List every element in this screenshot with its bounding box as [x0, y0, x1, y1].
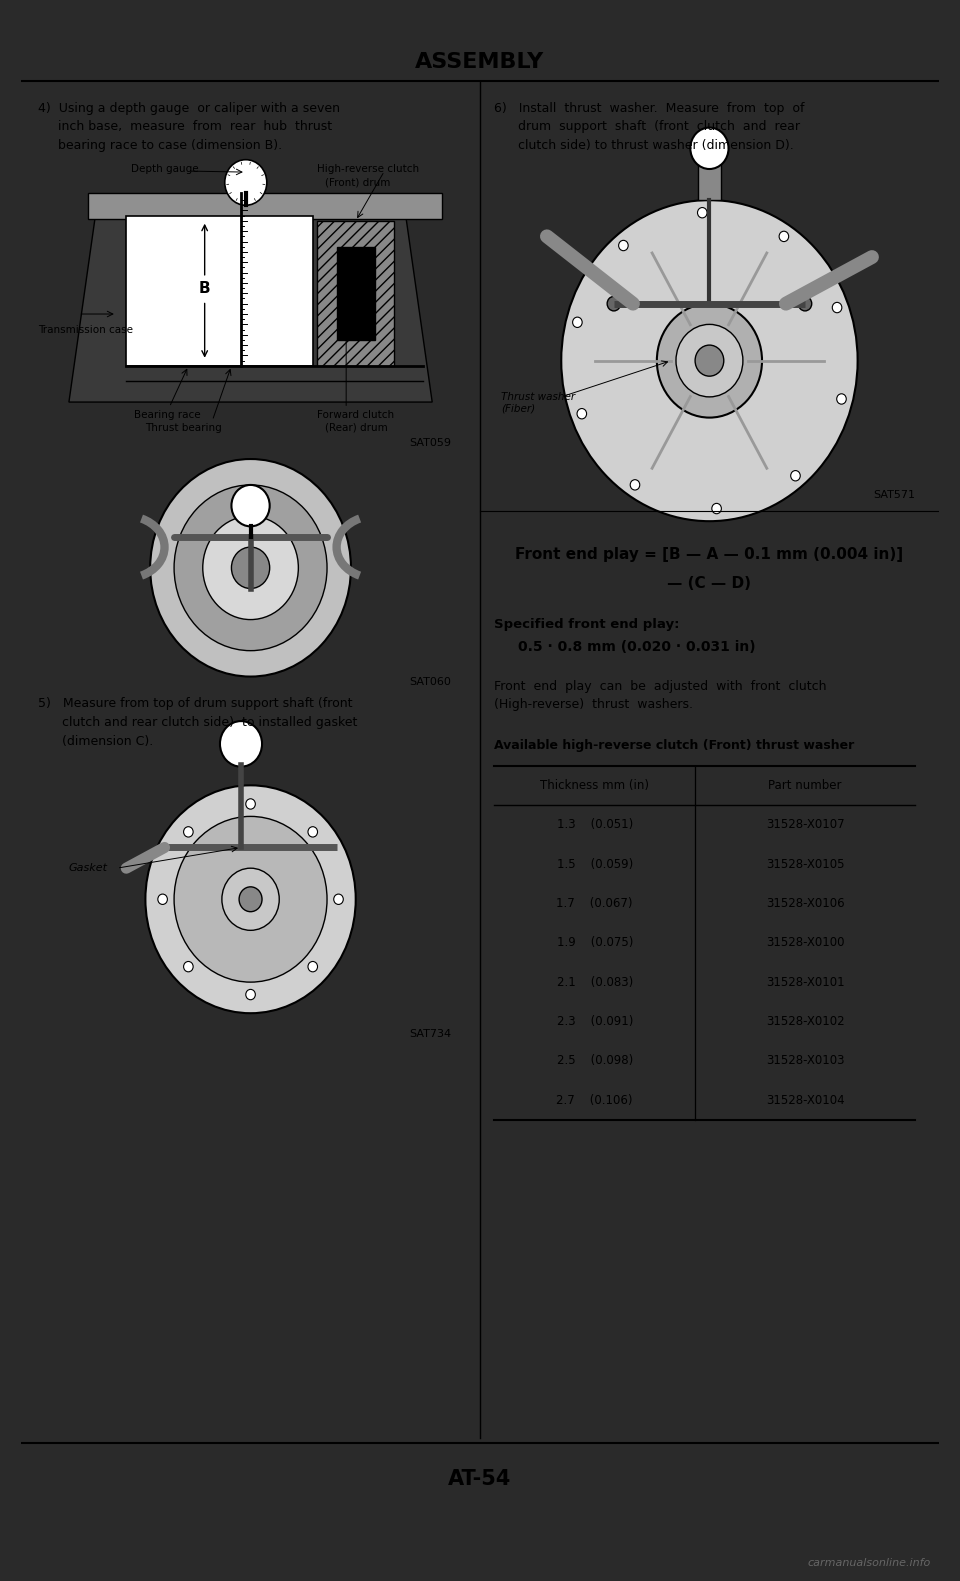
Text: 1.7    (0.067): 1.7 (0.067) [557, 896, 633, 911]
Circle shape [246, 798, 255, 809]
Circle shape [308, 961, 318, 972]
Text: carmanualsonline.info: carmanualsonline.info [808, 1559, 931, 1568]
Text: Thrust washer
(Fiber): Thrust washer (Fiber) [501, 392, 575, 413]
Text: 31528-X0107: 31528-X0107 [766, 819, 845, 832]
Polygon shape [69, 201, 432, 402]
Text: Bearing race: Bearing race [134, 411, 201, 421]
Circle shape [698, 207, 708, 218]
Text: Front  end  play  can  be  adjusted  with  front  clutch: Front end play can be adjusted with fron… [494, 680, 827, 692]
Text: (High-reverse)  thrust  washers.: (High-reverse) thrust washers. [494, 699, 693, 711]
Circle shape [832, 302, 842, 313]
Circle shape [334, 895, 344, 904]
Text: (dimension C).: (dimension C). [38, 735, 154, 748]
Text: 31528-X0101: 31528-X0101 [766, 975, 845, 988]
Circle shape [183, 827, 193, 836]
Bar [88, 193, 442, 218]
Text: Specified front end play:: Specified front end play: [494, 618, 680, 631]
Text: SAT060: SAT060 [410, 677, 451, 686]
Text: 31528-X0104: 31528-X0104 [766, 1094, 845, 1107]
Text: Depth gauge: Depth gauge [132, 164, 199, 174]
Text: 2.1    (0.083): 2.1 (0.083) [557, 975, 633, 988]
Circle shape [222, 868, 279, 930]
Text: Thrust bearing: Thrust bearing [145, 422, 222, 433]
Circle shape [174, 485, 327, 651]
Circle shape [657, 304, 762, 417]
Circle shape [308, 827, 318, 836]
Circle shape [150, 458, 351, 677]
Text: (Front) drum: (Front) drum [325, 177, 391, 187]
Circle shape [562, 201, 857, 522]
Circle shape [225, 160, 267, 206]
Text: 31528-X0106: 31528-X0106 [766, 896, 845, 911]
Bar [337, 247, 374, 340]
Circle shape [780, 231, 789, 242]
Text: Thickness mm (in): Thickness mm (in) [540, 779, 649, 792]
Text: Gasket: Gasket [69, 863, 108, 873]
Circle shape [220, 721, 262, 767]
Circle shape [157, 895, 167, 904]
Text: Forward clutch: Forward clutch [318, 411, 395, 421]
Bar [698, 164, 721, 201]
Text: 4)  Using a depth gauge  or caliper with a seven: 4) Using a depth gauge or caliper with a… [38, 101, 341, 115]
Text: Front end play = [B — A — 0.1 mm (0.004 in)]: Front end play = [B — A — 0.1 mm (0.004 … [516, 547, 903, 563]
Circle shape [183, 961, 193, 972]
Circle shape [239, 887, 262, 912]
Circle shape [630, 479, 639, 490]
Text: Transmission case: Transmission case [38, 324, 133, 335]
Circle shape [246, 990, 255, 999]
Text: 31528-X0103: 31528-X0103 [766, 1055, 844, 1067]
Circle shape [203, 515, 299, 620]
Text: 31528-X0100: 31528-X0100 [766, 936, 844, 949]
Circle shape [607, 296, 620, 311]
Text: 2.7    (0.106): 2.7 (0.106) [557, 1094, 633, 1107]
Text: 1.9    (0.075): 1.9 (0.075) [557, 936, 633, 949]
Text: SAT734: SAT734 [409, 1029, 451, 1039]
Circle shape [695, 345, 724, 376]
Text: clutch and rear clutch side)  to installed gasket: clutch and rear clutch side) to installe… [38, 716, 358, 729]
Text: — (C — D): — (C — D) [667, 575, 752, 591]
Text: inch base,  measure  from  rear  hub  thrust: inch base, measure from rear hub thrust [38, 120, 332, 133]
Text: Available high-reverse clutch (Front) thrust washer: Available high-reverse clutch (Front) th… [494, 738, 854, 751]
Text: (Rear) drum: (Rear) drum [325, 422, 388, 433]
Text: ASSEMBLY: ASSEMBLY [416, 52, 544, 73]
Circle shape [676, 324, 743, 397]
Circle shape [231, 547, 270, 588]
Circle shape [837, 394, 847, 405]
Text: 2.3    (0.091): 2.3 (0.091) [557, 1015, 633, 1028]
Circle shape [174, 816, 327, 982]
Text: 1.5    (0.059): 1.5 (0.059) [557, 857, 633, 871]
Text: clutch side) to thrust washer (dimension D).: clutch side) to thrust washer (dimension… [494, 139, 794, 152]
Circle shape [690, 128, 729, 169]
Text: SAT571: SAT571 [873, 490, 915, 500]
Text: bearing race to case (dimension B).: bearing race to case (dimension B). [38, 139, 282, 152]
Circle shape [791, 471, 801, 481]
Text: Part number: Part number [768, 779, 842, 792]
Text: 1.3    (0.051): 1.3 (0.051) [557, 819, 633, 832]
Text: drum  support  shaft  (front  clutch  and  rear: drum support shaft (front clutch and rea… [494, 120, 801, 133]
Circle shape [799, 296, 812, 311]
Bar [318, 221, 394, 365]
Text: 31528-X0105: 31528-X0105 [766, 857, 844, 871]
Circle shape [577, 408, 587, 419]
Bar [127, 215, 313, 365]
Text: 0.5 · 0.8 mm (0.020 · 0.031 in): 0.5 · 0.8 mm (0.020 · 0.031 in) [518, 640, 756, 655]
Text: B: B [199, 280, 210, 296]
Circle shape [231, 485, 270, 526]
Text: AT-54: AT-54 [448, 1469, 512, 1489]
Text: 2.5    (0.098): 2.5 (0.098) [557, 1055, 633, 1067]
Circle shape [618, 240, 628, 251]
Text: 6)   Install  thrust  washer.  Measure  from  top  of: 6) Install thrust washer. Measure from t… [494, 101, 804, 115]
Circle shape [572, 318, 582, 327]
Circle shape [145, 786, 356, 1013]
Text: SAT059: SAT059 [409, 438, 451, 449]
Text: 31528-X0102: 31528-X0102 [766, 1015, 845, 1028]
Text: High-reverse clutch: High-reverse clutch [318, 164, 420, 174]
Circle shape [711, 503, 721, 514]
Text: 5)   Measure from top of drum support shaft (front: 5) Measure from top of drum support shaf… [38, 697, 353, 710]
